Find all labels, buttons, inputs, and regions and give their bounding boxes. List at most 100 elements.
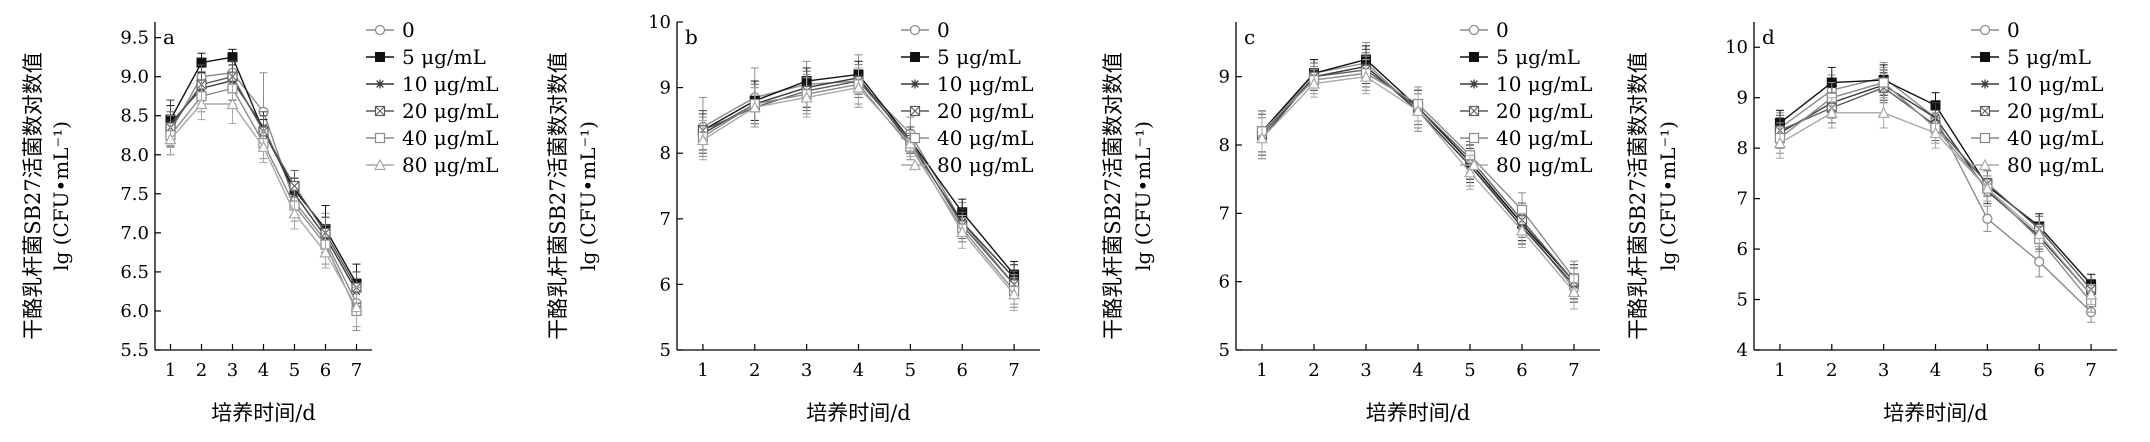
x-tick-label: 3 bbox=[801, 360, 812, 381]
marker-open-square bbox=[374, 132, 386, 144]
x-tick-label: 7 bbox=[1568, 360, 1579, 381]
x-tick-label: 1 bbox=[697, 360, 708, 381]
legend-label: 40 μg/mL bbox=[937, 126, 1034, 150]
marker-open-triangle bbox=[374, 158, 386, 171]
legend-label: 10 μg/mL bbox=[2007, 72, 2104, 96]
y-tick-label: 9.0 bbox=[120, 67, 149, 88]
y-tick-label: 8.0 bbox=[120, 145, 149, 166]
series-5 bbox=[1256, 59, 1580, 310]
legend-label: 40 μg/mL bbox=[402, 126, 499, 150]
legend-label: 0 bbox=[402, 18, 415, 42]
y-tick-label: 6 bbox=[660, 274, 671, 295]
marker-asterisk bbox=[1980, 79, 1990, 89]
marker-open-triangle bbox=[800, 91, 813, 103]
x-tick-label: 3 bbox=[227, 360, 238, 381]
marker-open-triangle bbox=[1773, 136, 1786, 149]
legend: 0 5 μg/mL 10 μg/mL 20 μg/mL 40 μg/mL 80 μg/mL bbox=[366, 18, 499, 177]
marker-x-square-cross bbox=[375, 106, 385, 116]
y-axis-unit: lg (CFU•mL⁻¹) bbox=[1656, 121, 1680, 271]
marker-open-triangle bbox=[288, 207, 301, 219]
y-axis-unit: lg (CFU•mL⁻¹) bbox=[1131, 121, 1155, 271]
y-tick-label: 6.0 bbox=[120, 301, 149, 322]
marker-filled-square bbox=[375, 52, 385, 62]
x-tick-label: 3 bbox=[1878, 360, 1889, 381]
x-tick-label: 2 bbox=[749, 360, 760, 381]
y-axis-label: 干酪乳杆菌SB27活菌数对数值 bbox=[546, 52, 570, 340]
y-tick-label: 8 bbox=[1737, 138, 1748, 159]
x-tick-label: 4 bbox=[258, 360, 269, 381]
marker-open-triangle bbox=[1360, 70, 1372, 82]
y-tick-label: 4 bbox=[1737, 340, 1748, 361]
marker-open-triangle bbox=[1412, 104, 1424, 116]
y-axis-label: 干酪乳杆菌SB27活菌数对数值 bbox=[21, 52, 45, 340]
marker-open-circle bbox=[1982, 213, 1993, 224]
y-tick-label: 7.5 bbox=[120, 184, 149, 205]
marker-open-triangle bbox=[226, 97, 239, 110]
y-tick-label: 6.5 bbox=[120, 262, 149, 283]
marker-open-square bbox=[909, 132, 921, 144]
legend-label: 5 μg/mL bbox=[402, 45, 486, 69]
chart-panel-c: 5 6 7 8 9 1 2 3 4 5 6 7 培养时间/d 干酪乳杆菌SB27活菌数对数值 lg (CFU… bbox=[1101, 18, 1600, 425]
marker-open-triangle bbox=[956, 225, 969, 238]
x-tick-label: 2 bbox=[1826, 360, 1837, 381]
x-tick-label: 7 bbox=[351, 360, 362, 381]
panel-label: b bbox=[685, 25, 698, 49]
panel-label: a bbox=[163, 25, 175, 49]
y-tick-label: 5.5 bbox=[120, 340, 149, 361]
marker-open-square bbox=[1468, 132, 1480, 144]
legend-label: 20 μg/mL bbox=[402, 99, 499, 123]
legend-label: 80 μg/mL bbox=[937, 153, 1034, 177]
legend-label: 40 μg/mL bbox=[2007, 126, 2104, 150]
panel-label: d bbox=[1762, 25, 1775, 49]
marker-open-triangle bbox=[904, 137, 917, 149]
x-tick-label: 5 bbox=[289, 360, 300, 381]
x-axis-label: 培养时间/d bbox=[211, 401, 316, 425]
marker-asterisk bbox=[910, 79, 920, 89]
x-tick-label: 2 bbox=[196, 360, 207, 381]
x-tick-label: 4 bbox=[853, 360, 864, 381]
legend-label: 80 μg/mL bbox=[402, 153, 499, 177]
legend-label: 20 μg/mL bbox=[937, 99, 1034, 123]
marker-open-triangle bbox=[696, 133, 709, 146]
marker-open-square bbox=[1878, 77, 1889, 88]
x-tick-label: 2 bbox=[1308, 360, 1319, 381]
marker-open-triangle bbox=[1877, 106, 1890, 118]
marker-open-triangle bbox=[748, 100, 761, 113]
y-tick-label: 8 bbox=[1219, 135, 1230, 156]
x-tick-label: 5 bbox=[905, 360, 916, 381]
x-axis-label: 培养时间/d bbox=[1366, 401, 1471, 425]
marker-filled-square bbox=[1469, 52, 1479, 62]
y-tick-label: 9.5 bbox=[120, 28, 149, 49]
marker-open-triangle bbox=[1981, 182, 1994, 194]
y-tick-label: 10 bbox=[1725, 37, 1748, 58]
marker-open-triangle bbox=[1979, 158, 1991, 171]
legend-label: 0 bbox=[1496, 18, 1509, 42]
marker-open-triangle bbox=[1308, 77, 1320, 89]
marker-filled-square bbox=[910, 52, 920, 62]
y-tick-label: 5 bbox=[660, 340, 671, 361]
marker-open-triangle bbox=[1516, 224, 1528, 236]
x-tick-label: 4 bbox=[1412, 360, 1423, 381]
marker-open-triangle bbox=[1929, 126, 1942, 139]
x-tick-label: 1 bbox=[165, 360, 176, 381]
marker-open-triangle bbox=[1468, 158, 1480, 171]
legend-label: 80 μg/mL bbox=[2007, 153, 2104, 177]
marker-asterisk bbox=[1469, 79, 1479, 89]
x-tick-label: 5 bbox=[1464, 360, 1475, 381]
y-tick-label: 5 bbox=[1219, 340, 1230, 361]
legend-label: 5 μg/mL bbox=[1496, 45, 1580, 69]
y-axis-unit: lg (CFU•mL⁻¹) bbox=[49, 121, 73, 271]
legend: 0 5 μg/mL 10 μg/mL 20 μg/mL 40 μg/mL 80 μg/mL bbox=[1971, 18, 2104, 177]
x-tick-label: 3 bbox=[1360, 360, 1371, 381]
legend-label: 20 μg/mL bbox=[1496, 99, 1593, 123]
x-tick-label: 7 bbox=[1008, 360, 1019, 381]
marker-open-triangle bbox=[195, 97, 208, 110]
marker-filled-square bbox=[227, 52, 238, 63]
y-tick-label: 9 bbox=[1737, 88, 1748, 109]
x-tick-label: 1 bbox=[1774, 360, 1785, 381]
legend-label: 5 μg/mL bbox=[937, 45, 1021, 69]
y-tick-label: 8 bbox=[660, 143, 671, 164]
series-5 bbox=[164, 83, 363, 328]
marker-open-triangle bbox=[1568, 285, 1580, 298]
